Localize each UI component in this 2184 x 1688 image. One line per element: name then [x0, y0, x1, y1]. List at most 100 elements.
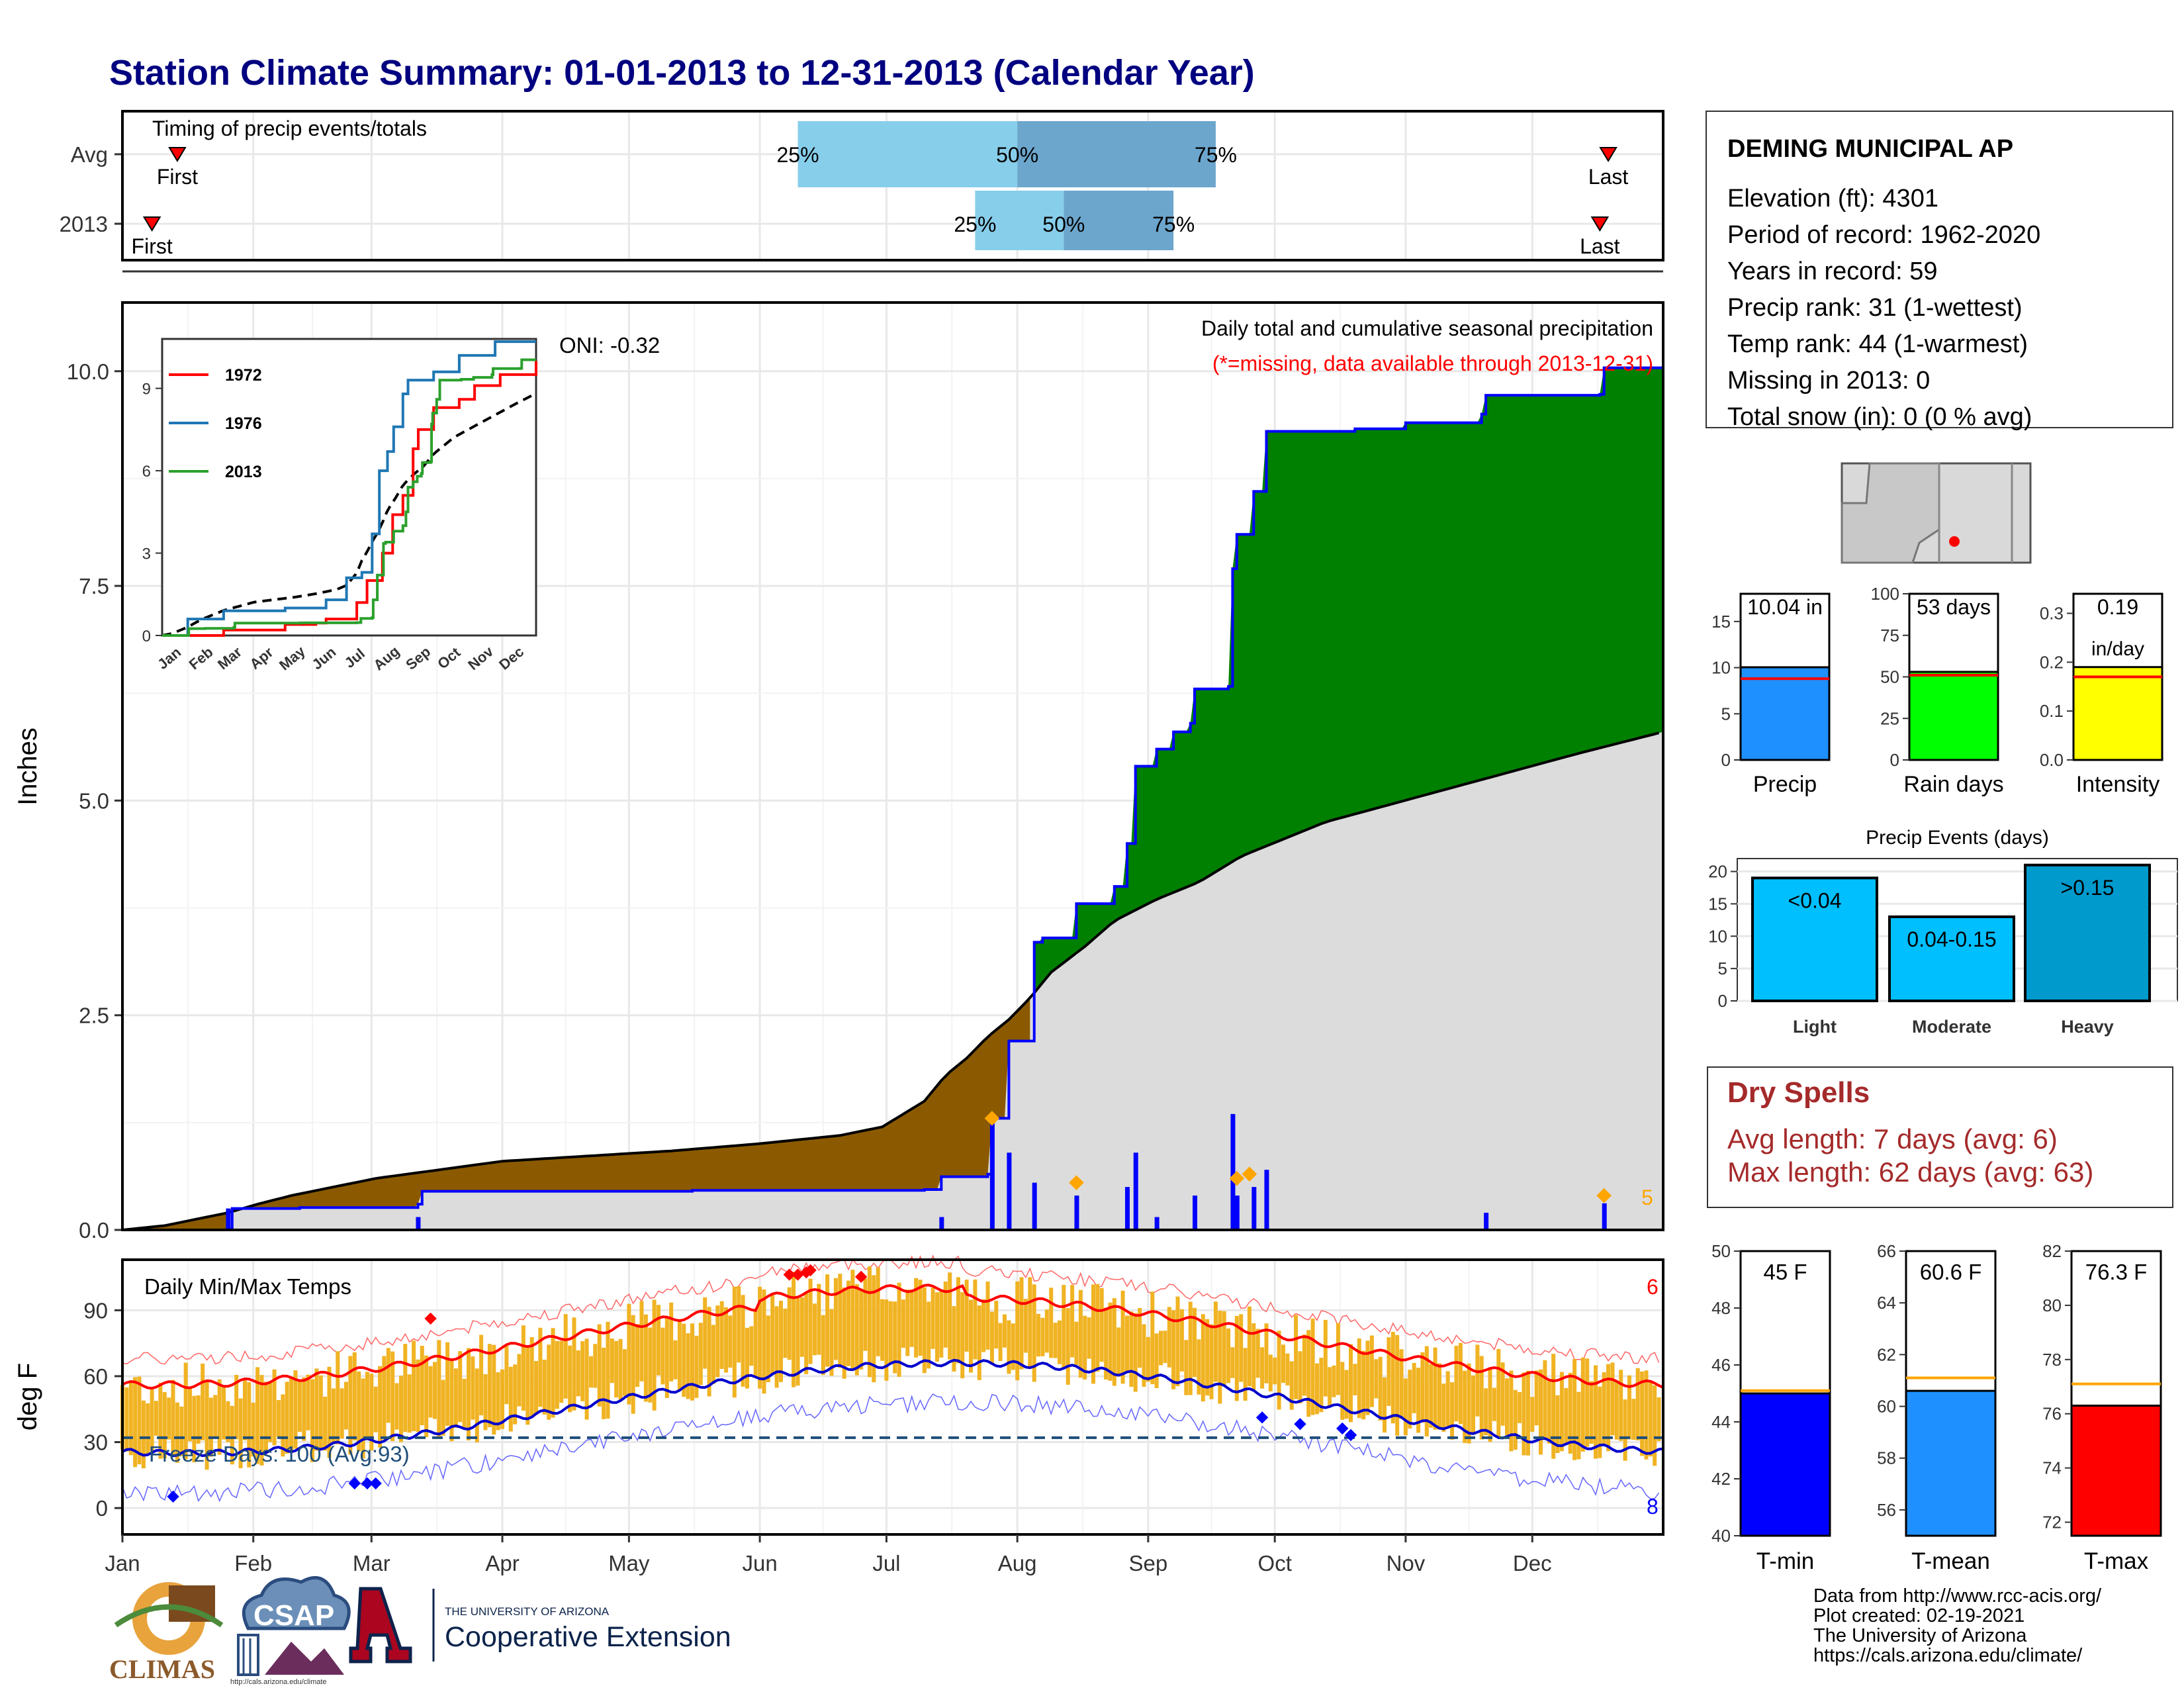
daily-precip-bar — [1484, 1213, 1489, 1230]
stat-bar-tick-label: 0.1 — [2040, 701, 2064, 721]
precip-panel: 0.0 2.5 5.0 7.5 10.0 Daily total and cumulati… — [13, 270, 1664, 1243]
precip-panel-frame — [121, 301, 1664, 1231]
stat-bar-tick-label: 10 — [1711, 658, 1731, 678]
y-tick-label: 5.0 — [79, 788, 109, 813]
quartile-label: 75% — [1152, 212, 1195, 236]
footer-line: Data from http://www.rcc-acis.org/ — [1813, 1585, 2102, 1607]
average-max-temp-line — [122, 1284, 1664, 1390]
average-cumulative-line — [122, 731, 1660, 1231]
timing-label: Timing of precip events/totals — [152, 117, 427, 140]
station-line: Missing in 2013: 0 — [1727, 367, 1930, 395]
quartile-label: 25% — [776, 143, 819, 167]
timing-panel-frame — [121, 110, 1664, 261]
ua-logo-line1: THE UNIVERSITY OF ARIZONA — [445, 1605, 610, 1618]
x-tick-label: Jan — [105, 1551, 140, 1575]
event-marker-label: Last — [1588, 165, 1629, 189]
triangle-down-icon — [168, 147, 187, 162]
daily-precip-bar — [939, 1217, 944, 1230]
event-bar — [2024, 863, 2151, 1002]
timing-row-label: Avg — [71, 142, 108, 167]
dry-spells-box: Dry Spells Avg length: 7 days (avg: 6) M… — [1707, 1066, 2173, 1208]
stat-bar-tick-label: 0.3 — [2040, 604, 2064, 624]
stat-bar-tick-label: 0 — [1721, 750, 1731, 770]
daily-precip-bar — [1602, 1203, 1607, 1230]
precip-panel-subtitle: (*=missing, data available through 2013-… — [1212, 352, 1653, 375]
inset-frame — [161, 338, 537, 637]
temp-bar-tick-label: 48 — [1711, 1298, 1731, 1318]
temp-bar-value-label: 60.6 F — [1920, 1260, 1982, 1284]
temp-bar-tick-label: 42 — [1711, 1469, 1731, 1489]
y-tick-label: 7.5 — [79, 574, 109, 598]
y-axis-label: Inches — [13, 727, 42, 806]
station-location-marker — [1949, 536, 1960, 547]
inset-y-tick-label: 9 — [142, 381, 151, 399]
climas-logo: CLIMAS — [109, 1582, 224, 1684]
temp-bar-tick-label: 78 — [2042, 1350, 2062, 1370]
x-tick-label: Oct — [1258, 1551, 1292, 1575]
temp-bar-value-label: 76.3 F — [2085, 1260, 2148, 1284]
x-tick-label: Sep — [1129, 1551, 1168, 1575]
temp-bar-tick-label: 62 — [1877, 1344, 1896, 1364]
daily-max-marker — [1596, 1188, 1612, 1203]
event-marker-label: Last — [1580, 234, 1620, 258]
event-bar — [1888, 915, 2015, 1003]
temp-panel-title: Daily Min/Max Temps — [144, 1274, 351, 1299]
footer-line: Plot created: 02-19-2021 — [1813, 1605, 2025, 1626]
station-line: Temp rank: 44 (1-warmest) — [1727, 330, 2028, 358]
precip-panel-title: Daily total and cumulative seasonal prec… — [1201, 316, 1653, 340]
daily-precip-bar — [1193, 1196, 1198, 1230]
stat-bar-value — [2072, 666, 2163, 761]
daily-precip-bar — [1133, 1152, 1138, 1230]
temp-bar-tick-label: 60 — [1877, 1397, 1896, 1417]
ua-logo-line2: Cooperative Extension — [445, 1621, 731, 1653]
x-tick-label: Aug — [998, 1551, 1037, 1575]
temp-bar-label: T-mean — [1911, 1548, 1990, 1574]
temp-bar-tick-label: 44 — [1711, 1412, 1731, 1432]
temp-bar-tick-label: 56 — [1877, 1500, 1896, 1520]
quartile-label: 75% — [1195, 143, 1237, 167]
events-y-tick-label: 10 — [1708, 926, 1727, 946]
inset-series-2013 — [162, 358, 536, 637]
page-title: Station Climate Summary: 01-01-2013 to 1… — [109, 53, 1255, 93]
temp-bar-tick-label: 64 — [1877, 1293, 1896, 1313]
events-y-tick-label: 20 — [1708, 862, 1727, 882]
daily-precip-bar — [226, 1208, 231, 1230]
daily-precip-bar — [1230, 1113, 1236, 1230]
temp-bar-tick-label: 76 — [2042, 1404, 2062, 1424]
event-marker-label: First — [157, 165, 198, 189]
record-count: 5 — [1641, 1186, 1653, 1209]
record-low-count: 8 — [1647, 1495, 1659, 1519]
daily-precip-bar — [1234, 1196, 1240, 1230]
state-map — [1841, 462, 2032, 564]
inset-y-tick-label: 0 — [142, 628, 151, 645]
y-tick-label: 0 — [96, 1496, 108, 1521]
x-tick-label: May — [608, 1551, 650, 1575]
stat-bar-tick-label: 0.2 — [2040, 652, 2064, 672]
above-average-area — [232, 367, 1663, 1212]
stat-bar-value — [1739, 666, 1831, 761]
inset-y-tick-label: 3 — [142, 545, 151, 563]
footer-line: The University of Arizona — [1813, 1625, 2027, 1646]
events-y-tick-label: 5 — [1718, 959, 1727, 978]
inset-y-tick-label: 6 — [142, 463, 151, 481]
events-y-tick-label: 0 — [1718, 991, 1727, 1011]
station-line: Period of record: 1962-2020 — [1727, 221, 2040, 249]
average-min-temp-line — [122, 1358, 1664, 1458]
below-average-area — [126, 998, 1030, 1230]
record-low-marker — [1344, 1429, 1357, 1442]
quartile-label: 25% — [954, 212, 996, 236]
stat-bar-label: Precip — [1753, 772, 1817, 797]
station-name: DEMING MUNICIPAL AP — [1727, 135, 2013, 163]
daily-precip-bar — [1032, 1182, 1037, 1230]
quartile-bar-low — [975, 191, 1064, 250]
station-line: Total snow (in): 0 (0 % avg) — [1727, 403, 2032, 431]
y-tick-label: 0.0 — [79, 1218, 109, 1243]
temp-panel-frame — [121, 1258, 1664, 1536]
x-tick-label: Jun — [742, 1551, 777, 1575]
event-bar-label: 0.04-0.15 — [1907, 927, 1996, 951]
stat-bar-tick-label: 75 — [1880, 626, 1899, 645]
y-axis-label: deg F — [13, 1363, 42, 1430]
x-tick-label: Mar — [353, 1551, 390, 1575]
temp-bar-tick-label: 66 — [1877, 1241, 1896, 1261]
